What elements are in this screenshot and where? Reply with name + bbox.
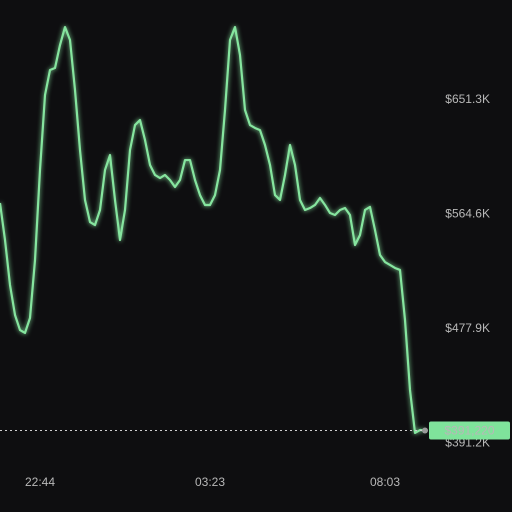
y-tick-label: $564.6K [445,207,490,221]
current-point [422,427,428,434]
x-tick-label: 08:03 [370,475,400,489]
current-price-label: $391,220 [444,424,494,438]
current-price-badge [429,421,510,440]
x-tick-label: 22:44 [25,475,55,489]
y-tick-label: $651.3K [445,92,490,106]
price-line [0,25,426,435]
y-tick-label: $477.9K [445,321,490,335]
x-tick-label: 03:23 [195,475,225,489]
